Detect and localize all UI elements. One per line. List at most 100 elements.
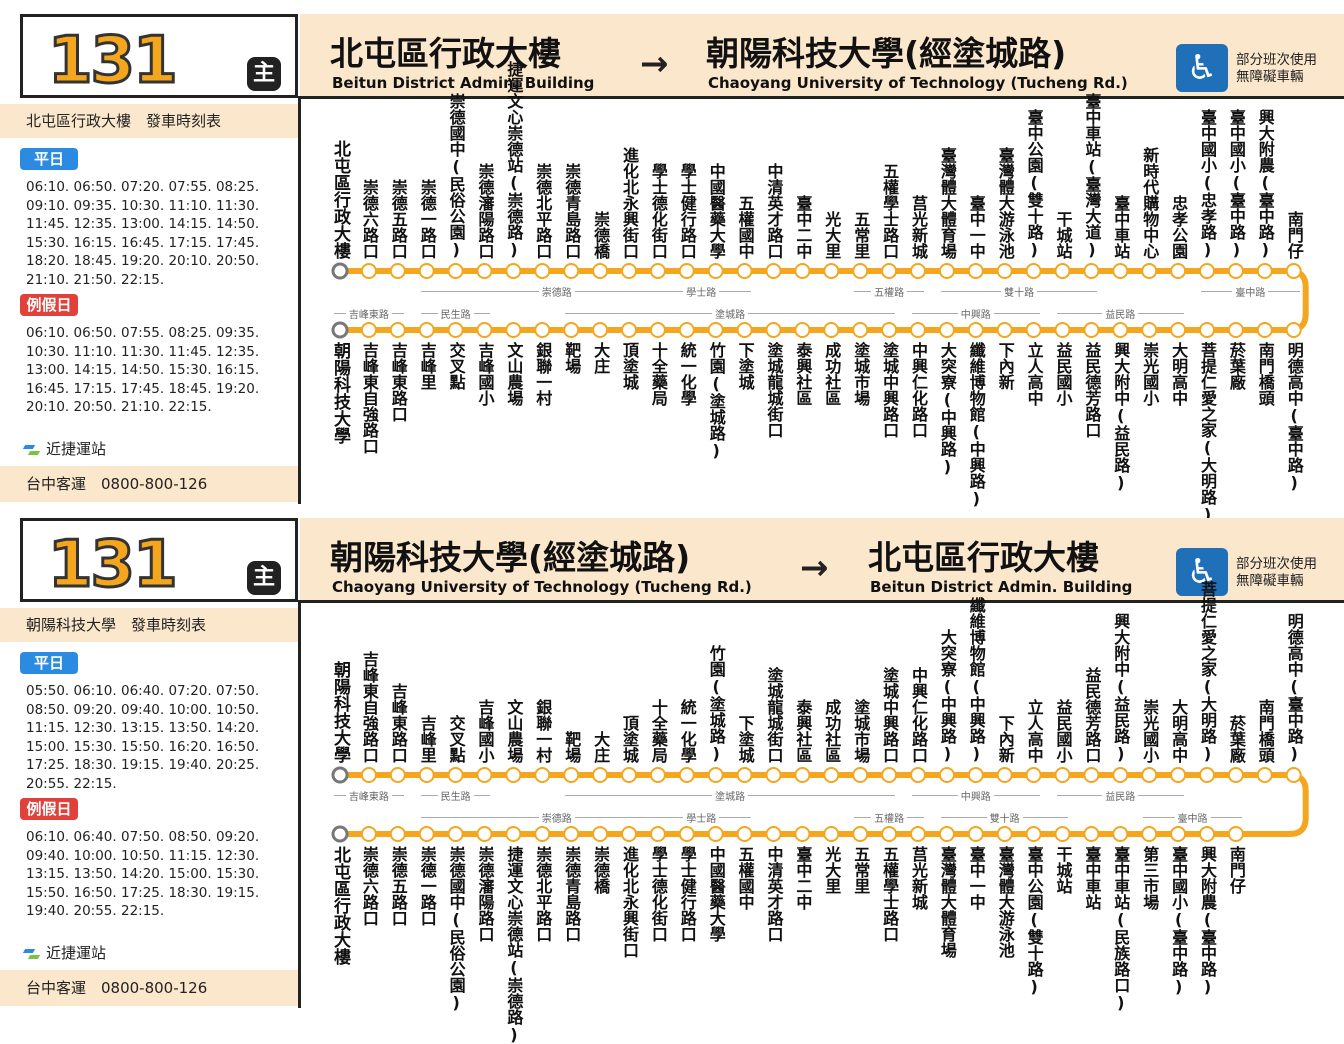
stop-dot (1170, 826, 1187, 842)
stop-dot (852, 826, 869, 842)
stop-dot (534, 263, 551, 279)
stop-label: 益民國小 (1053, 699, 1073, 763)
stop-dot (1054, 322, 1071, 338)
stop-dot (563, 263, 580, 279)
stop-label: 北屯區行政大樓 (330, 140, 350, 259)
stop-dot (794, 263, 811, 279)
stop-dot (360, 767, 377, 783)
stop-label: 成功社區 (822, 699, 842, 763)
stop-label: 南門橋頭 (1255, 342, 1275, 406)
stop-label: 大突寮(中興路) (937, 342, 957, 476)
stop-dot (707, 322, 724, 338)
stop-label: 學士德化街口 (648, 163, 668, 259)
stop-label: 菸葉廠 (1226, 342, 1246, 390)
stop-dot (996, 826, 1013, 842)
stop-dot (360, 826, 377, 842)
panel-beitun-to-chaoyang: 131 主北屯區行政大樓 發車時刻表 平日 06:10. 06:50. 07:20. … (0, 0, 1344, 524)
stop-dot (910, 263, 926, 279)
stop-label: 中興仁化路口 (909, 342, 928, 438)
stop-dot (1083, 826, 1100, 842)
road-segment-label: 中興路 (957, 306, 994, 321)
stop-dot (707, 263, 724, 279)
holiday-badge: 例假日 (20, 294, 78, 316)
stop-label: 菩提仁愛之家(大明路) (1198, 342, 1217, 524)
stop-dot (736, 826, 753, 842)
stop-dot (1054, 826, 1071, 842)
weekday-times: 05:50. 06:10. 06:40. 07:20. 07:50. 08:50.… (26, 682, 286, 793)
stop-label: 崇德瀋陽路口 (475, 846, 495, 942)
stop-label: 銀聯一村 (533, 342, 553, 406)
stop-label: 干城站 (1053, 211, 1073, 259)
road-segment-label: 吉峰東路 (345, 788, 392, 803)
stop-dot (1083, 263, 1100, 279)
stop-label: 興大附農(臺中路) (1198, 846, 1217, 996)
stop-label: 臺灣體大游泳池 (995, 846, 1015, 958)
stop-dot (1285, 263, 1302, 279)
stop-label: 塗城市場 (851, 342, 871, 406)
destination-title: 朝陽科技大學(經塗城路) (706, 34, 1067, 73)
stop-dot (360, 263, 377, 279)
stop-dot (881, 767, 898, 783)
stop-label: 中興仁化路口 (909, 667, 928, 763)
terminal-stop-dot (331, 321, 349, 339)
stop-label: 統一化學 (677, 699, 697, 763)
stop-label: 學士健行路口 (677, 163, 697, 259)
stop-label: 崇德國中(民俗公園) (446, 93, 466, 259)
header-divider (300, 600, 1344, 603)
stop-label: 竹園(塗城路) (706, 645, 726, 763)
stop-label: 崇德瀋陽路口 (475, 163, 495, 259)
header-divider (300, 96, 1344, 99)
stop-dot (476, 322, 493, 338)
stop-label: 學士健行路口 (677, 846, 697, 942)
stop-label: 中清英才路口 (764, 846, 784, 942)
stop-dot (1227, 263, 1244, 279)
stop-label: 崇德一路口 (417, 179, 437, 259)
stop-dot (736, 767, 753, 783)
stop-dot (1170, 263, 1187, 279)
holiday-time-row: 06:10. 06:40. 07:50. 08:50. 09:20. (26, 829, 260, 845)
road-segment-label: 五權路 (871, 284, 908, 299)
terminal-stop-dot (331, 262, 349, 280)
weekday-time-row: 20:55. 22:15. (26, 775, 117, 792)
weekday-time-row: 15:00. 15:30. 15:50. 16:20. 16:50. (26, 738, 260, 755)
stop-dot (852, 322, 869, 338)
stop-label: 下內新 (995, 342, 1015, 390)
stop-label: 崇德五路口 (388, 179, 408, 259)
stop-dot (881, 322, 898, 338)
weekday-time-row: 11:45. 12:35. 13:00. 14:15. 14:50. (26, 216, 260, 232)
stop-label: 莒光新城 (909, 846, 928, 910)
stop-dot (505, 767, 522, 783)
stop-dot (1227, 767, 1244, 783)
stop-dot (534, 826, 551, 842)
road-segment-label: 學士路 (683, 810, 720, 825)
weekday-time-row: 08:50. 09:20. 09:40. 10:00. 10:50. (26, 701, 260, 718)
stop-label: 臺中車站(民族路口) (1111, 846, 1131, 1012)
holiday-badge: 例假日 (20, 798, 78, 820)
stop-dot (678, 826, 695, 842)
wheelchair-icon: ♿ (1176, 548, 1228, 596)
header-band (300, 14, 1344, 98)
stop-label: 立人高中 (1024, 342, 1044, 406)
road-segment-label: 民生路 (437, 306, 474, 321)
holiday-time-row: 20:10. 20:50. 21:10. 22:15. (26, 399, 212, 415)
stop-label: 中國醫藥大學 (706, 846, 726, 942)
stop-dot (967, 826, 984, 842)
stop-label: 益民德芳路口 (1082, 667, 1102, 763)
weekday-time-row: 06:10. 06:50. 07:20. 07:55. 08:25. (26, 179, 260, 195)
stop-dot (1199, 263, 1215, 279)
road-segment-label: 益民路 (1102, 306, 1139, 321)
stop-dot (418, 263, 435, 279)
road-segment-label: 五權路 (871, 810, 908, 825)
stop-dot (823, 826, 840, 842)
stop-dot (389, 263, 406, 279)
road-segment-label: 崇德路 (538, 284, 575, 299)
stop-dot (1256, 767, 1273, 783)
stop-dot (678, 322, 695, 338)
weekday-time-row: 11:15. 12:30. 13:15. 13:50. 14:20. (26, 720, 260, 736)
main-route-badge: 主 (247, 57, 281, 91)
stop-dot (1112, 826, 1129, 842)
stop-dot (621, 322, 637, 338)
stop-label: 中清英才路口 (764, 163, 784, 259)
road-segment-label: 塗城路 (712, 306, 749, 321)
stop-label: 大明高中 (1169, 342, 1189, 406)
